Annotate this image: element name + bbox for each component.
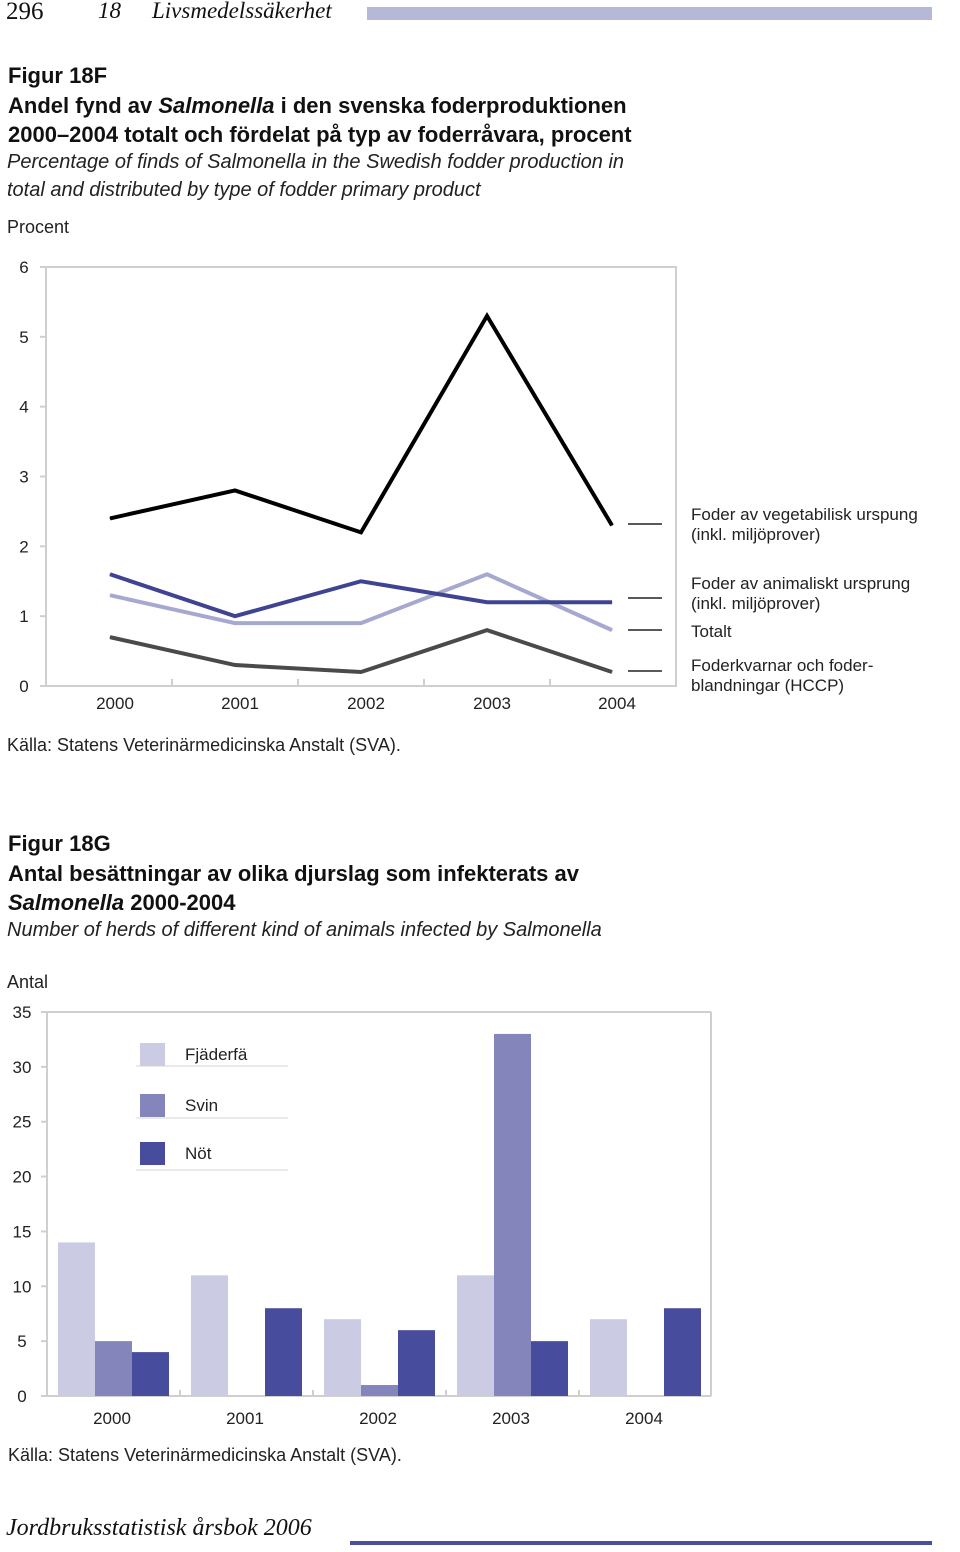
x-tick-label: 2000: [96, 694, 134, 713]
fig2-source: Källa: Statens Veterinärmedicinska Ansta…: [8, 1445, 402, 1465]
x-tick-label: 2002: [359, 1409, 397, 1428]
header-bar: [367, 7, 932, 20]
fig2-subtitle: Number of herds of different kind of ani…: [7, 919, 602, 941]
legend-label-3: Nöt: [185, 1144, 212, 1163]
data-point: [109, 636, 111, 638]
bar-fj-derf-: [58, 1242, 95, 1396]
fig1-title-line2: 2000–2004 totalt och fördelat på typ av …: [8, 122, 632, 147]
data-point: [109, 517, 111, 519]
x-tick-label: 2001: [221, 694, 259, 713]
bar-fj-derf-: [457, 1275, 494, 1396]
data-point: [486, 629, 488, 631]
data-point: [486, 315, 488, 317]
fig2-title-emphasis: Salmonella: [8, 890, 125, 915]
bar-n-t: [398, 1330, 435, 1396]
page-number: 296: [6, 0, 44, 25]
x-tick-label: 2003: [492, 1409, 530, 1428]
data-point: [611, 524, 613, 526]
fig1-legend-label-4: Foderkvarnar och foder-blandningar (HCCP…: [691, 656, 874, 695]
fig1-source: Källa: Statens Veterinärmedicinska Ansta…: [7, 735, 401, 755]
data-point: [486, 601, 488, 603]
y-tick-label: 2: [19, 537, 28, 556]
data-point: [360, 531, 362, 533]
data-point: [109, 573, 111, 575]
fig1-legend-label-2: Foder av animaliskt ursprung (inkl. miljö…: [691, 574, 911, 613]
bar-n-t: [531, 1341, 568, 1396]
fig1-subtitle-line1: Percentage of finds of Salmonella in the…: [7, 151, 625, 173]
y-tick-label: 3: [19, 468, 28, 487]
bar-fj-derf-: [590, 1319, 627, 1396]
fig2-unit-label: Antal: [7, 972, 49, 992]
data-point: [234, 615, 236, 617]
y-tick-label: 15: [13, 1222, 32, 1241]
data-point: [109, 594, 111, 596]
x-tick-label: 2001: [226, 1409, 264, 1428]
section-title: Livsmedelssäkerhet: [152, 0, 332, 23]
fig1-title-emphasis: Salmonella: [158, 93, 275, 118]
x-tick-label: 2004: [625, 1409, 663, 1428]
fig1-subtitle-line2: total and distributed by type of fodder …: [7, 179, 481, 201]
fig1-legend-label-3: Totalt: [691, 622, 732, 641]
bar-fj-derf-: [191, 1275, 228, 1396]
bar-svin: [361, 1385, 398, 1396]
fig2-title: Antal besättningar av olika djurslag som…: [8, 861, 579, 886]
fig1-unit-label: Procent: [7, 217, 70, 237]
bar-n-t: [132, 1352, 169, 1396]
data-point: [234, 622, 236, 624]
x-tick-label: 2002: [347, 694, 385, 713]
y-tick-label: 20: [13, 1168, 32, 1187]
y-tick-label: 6: [19, 258, 28, 277]
y-tick-label: 1: [19, 607, 28, 626]
bar-fj-derf-: [324, 1319, 361, 1396]
y-tick-label: 0: [17, 1387, 26, 1406]
footer-title: Jordbruksstatistisk årsbok 2006: [6, 1515, 312, 1541]
fig2-number: Figur 18G: [8, 831, 111, 856]
data-point: [611, 671, 613, 673]
legend-label-1: Fjäderfä: [185, 1045, 248, 1064]
legend-swatch-1: [140, 1043, 165, 1066]
bar-svin: [494, 1033, 531, 1396]
legend-label-2: Svin: [185, 1096, 218, 1115]
legend-swatch-2: [140, 1094, 165, 1117]
data-point: [234, 489, 236, 491]
x-tick-label: 2003: [473, 694, 511, 713]
x-tick-label: 2004: [598, 694, 636, 713]
data-point: [360, 580, 362, 582]
fig2-chart: 0 5 10 15 20 25 30 35 2000 2001 2002 2003 2004 Fjäder…: [13, 1003, 712, 1428]
fig1-number: Figur 18F: [8, 63, 108, 88]
y-tick-label: 25: [13, 1113, 32, 1132]
y-tick-label: 10: [13, 1277, 32, 1296]
y-tick-label: 5: [17, 1332, 26, 1351]
x-tick-label: 2000: [93, 1409, 131, 1428]
bar-n-t: [265, 1308, 302, 1396]
y-tick-label: 5: [19, 328, 28, 347]
data-point: [611, 601, 613, 603]
data-point: [611, 629, 613, 631]
y-tick-label: 30: [13, 1058, 32, 1077]
y-tick-label: 0: [19, 677, 28, 696]
y-tick-label: 35: [13, 1003, 32, 1022]
data-point: [360, 671, 362, 673]
fig1-title: Andel fynd av Salmonella i den svenska f…: [8, 93, 627, 118]
fig1-legend-label-1: Foder av vegetabilisk urspung (inkl. milj…: [691, 505, 918, 544]
bar-svin: [95, 1341, 132, 1396]
data-point: [486, 573, 488, 575]
fig2-title-line2: Salmonella 2000-2004: [8, 890, 236, 915]
data-point: [360, 622, 362, 624]
fig1-chart: 0 1 2 3 4 5 6 2000 2001 2002 2003 2004: [19, 258, 677, 713]
bar-n-t: [664, 1308, 701, 1396]
footer-line: [350, 1541, 932, 1545]
data-point: [234, 664, 236, 666]
y-tick-label: 4: [19, 398, 28, 417]
legend-swatch-3: [140, 1142, 165, 1165]
chapter-number: 18: [98, 0, 121, 23]
